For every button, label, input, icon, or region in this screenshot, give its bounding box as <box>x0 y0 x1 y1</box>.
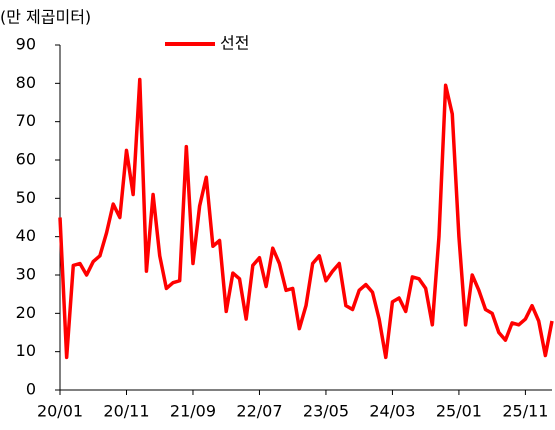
y-tick-label: 80 <box>16 73 36 92</box>
y-tick-label: 50 <box>16 188 36 207</box>
x-tick-label: 22/07 <box>236 402 282 421</box>
y-tick-label: 30 <box>16 265 36 284</box>
x-tick-label: 23/05 <box>303 402 349 421</box>
x-tick-label: 20/01 <box>37 402 83 421</box>
x-tick-label: 24/03 <box>369 402 415 421</box>
legend-label: 선전 <box>220 34 249 53</box>
x-tick-label: 25/01 <box>436 402 482 421</box>
y-tick-label: 70 <box>16 111 36 130</box>
y-axis-label: (만 제곱미터) <box>0 8 91 27</box>
y-tick-label: 90 <box>16 35 36 54</box>
y-tick-label: 0 <box>26 380 36 399</box>
y-tick-label: 10 <box>16 341 36 360</box>
line-series <box>58 77 554 360</box>
x-tick-label: 20/11 <box>103 402 149 421</box>
y-tick-label: 40 <box>16 226 36 245</box>
y-tick-label: 60 <box>16 150 36 169</box>
x-tick-label: 25/11 <box>502 402 548 421</box>
y-tick-label: 20 <box>16 303 36 322</box>
x-tick-label: 21/09 <box>170 402 216 421</box>
